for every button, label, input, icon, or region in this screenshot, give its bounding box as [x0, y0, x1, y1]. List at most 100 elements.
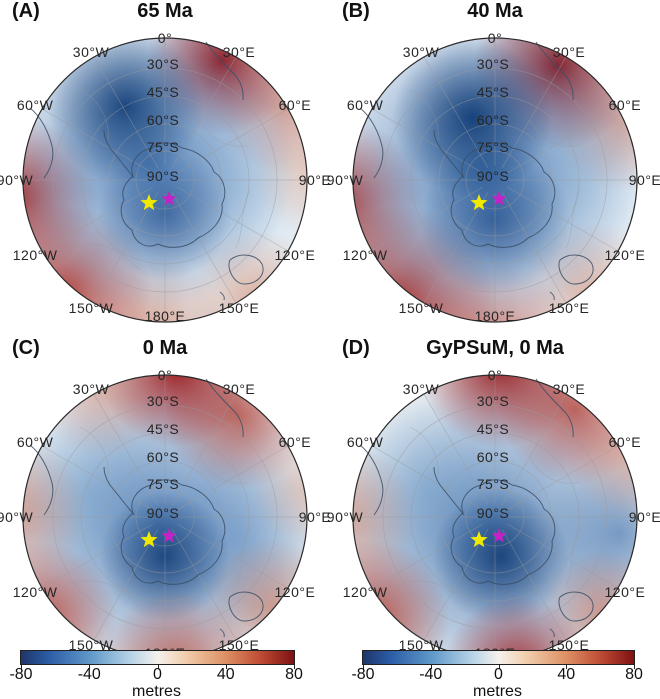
colorbar-tick-label: 0: [153, 666, 162, 683]
lon-label: 150°E: [548, 637, 590, 654]
colorbar-tick-label: -40: [77, 666, 101, 683]
colorbar-section: -80 -40 0 40 80 metres -80 -40 0 40 80 metres: [0, 650, 660, 699]
lon-label: 120°W: [342, 247, 388, 263]
lon-label: 60°E: [608, 434, 642, 450]
lon-label: 120°E: [604, 247, 646, 263]
map-panel-B: (B) 40 Ma 0° 30°E 60°E 90°E 120°E 150°E 180°E 150…: [326, 0, 660, 330]
colorbar-units-label: metres: [473, 683, 522, 699]
panel-title: 65 Ma: [137, 0, 193, 22]
lon-label: 30°W: [402, 43, 440, 60]
lat-label: 30°S: [146, 393, 180, 409]
lon-label: 120°W: [12, 584, 58, 600]
panel-title: 0 Ma: [142, 337, 188, 359]
lon-label: 120°E: [274, 584, 316, 600]
lat-label: 45°S: [146, 84, 180, 100]
colorbar-tick-label: 0: [494, 666, 503, 683]
lon-label: 30°E: [222, 380, 256, 397]
lon-label: 60°E: [278, 97, 312, 113]
colorbar-units-label: metres: [132, 683, 181, 699]
lon-label: 120°E: [274, 247, 316, 263]
lon-label: 30°E: [552, 380, 586, 397]
colorbar-tick: [634, 665, 635, 669]
lon-label: 0°: [487, 30, 503, 46]
colorbar-tick: [430, 665, 432, 669]
lon-label: 60°W: [16, 434, 54, 450]
lat-label: 30°S: [476, 56, 510, 72]
colorbar-tick: [21, 665, 22, 669]
lon-label: 0°: [157, 30, 173, 46]
map-panel-D: (D) GyPSuM, 0 Ma 0° 30°E 60°E 90°E 120°E 150°E 1…: [326, 337, 660, 667]
lat-label: 30°S: [476, 393, 510, 409]
lon-label: 30°W: [402, 380, 440, 397]
colorbar-tick-label: -80: [351, 666, 375, 683]
lon-label: 30°E: [552, 43, 586, 60]
lat-label: 90°S: [476, 168, 510, 184]
lon-label: 180°E: [474, 308, 516, 324]
lat-label: 75°S: [146, 476, 180, 492]
colorbar-tick-label: 40: [216, 666, 235, 683]
lon-label: 60°E: [278, 434, 312, 450]
lon-label: 150°W: [398, 300, 444, 317]
panel-label: (B): [342, 0, 370, 22]
colorbar-tick-label: 80: [285, 666, 303, 683]
lon-label: 90°W: [326, 172, 364, 188]
lon-label: 90°W: [326, 509, 364, 525]
colorbar-tick: [157, 665, 159, 669]
map-panel-C: (C)0 Ma0°30°E60°E90°E120°E150°E180°E150°…: [0, 337, 332, 667]
colorbar-tick: [363, 665, 364, 669]
lat-label: 60°S: [476, 449, 510, 465]
lat-label: 90°S: [476, 505, 510, 521]
lat-label: 75°S: [146, 139, 180, 155]
map-panel-A: (A) 65 Ma 0° 30°E 60°E 90°E 120°E 150°E 180°E 150…: [0, 0, 332, 330]
lon-label: 120°W: [342, 584, 388, 600]
lon-label: 90°W: [0, 172, 34, 188]
lat-label: 30°S: [146, 56, 180, 72]
panel-title: 40 Ma: [467, 0, 523, 22]
lon-label: 60°E: [608, 97, 642, 113]
colorbar: [20, 650, 295, 665]
lon-label: 150°E: [218, 300, 260, 317]
lat-label: 60°S: [146, 449, 180, 465]
colorbar-tick: [498, 665, 500, 669]
lon-label: 90°E: [298, 172, 332, 188]
lat-label: 45°S: [476, 84, 510, 100]
panel-title: GyPSuM, 0 Ma: [426, 337, 564, 359]
lon-label: 150°W: [68, 637, 114, 654]
lat-label: 90°S: [146, 168, 180, 184]
lon-label: 120°W: [12, 247, 58, 263]
lat-label: 75°S: [476, 476, 510, 492]
colorbar-tick: [225, 665, 227, 669]
lon-label: 120°E: [604, 584, 646, 600]
lon-label: 90°E: [628, 172, 660, 188]
lon-label: 0°: [157, 367, 173, 383]
panel-label: (C): [12, 337, 40, 359]
lat-label: 45°S: [476, 421, 510, 437]
colorbar-tick: [566, 665, 568, 669]
lon-label: 30°W: [72, 43, 110, 60]
lon-label: 90°E: [298, 509, 332, 525]
colorbar-tick-label: -40: [419, 666, 443, 683]
lon-label: 30°E: [222, 43, 256, 60]
lat-label: 90°S: [146, 505, 180, 521]
colorbar: [362, 650, 635, 665]
colorbar-tick-label: 40: [557, 666, 576, 683]
lon-label: 150°E: [548, 300, 590, 317]
colorbar-tick-label: 80: [625, 666, 643, 683]
lon-label: 150°E: [218, 637, 260, 654]
lon-label: 30°W: [72, 380, 110, 397]
lon-label: 60°W: [346, 434, 384, 450]
lon-label: 180°E: [144, 308, 186, 324]
lat-label: 45°S: [146, 421, 180, 437]
lon-label: 60°W: [16, 97, 54, 113]
panel-label: (D): [342, 337, 370, 359]
lon-label: 0°: [487, 367, 503, 383]
lon-label: 150°W: [68, 300, 114, 317]
lon-label: 90°W: [0, 509, 34, 525]
colorbar-tick: [294, 665, 295, 669]
colorbar-tick-label: -80: [9, 666, 33, 683]
lat-label: 75°S: [476, 139, 510, 155]
lon-label: 90°E: [628, 509, 660, 525]
lon-label: 60°W: [346, 97, 384, 113]
colorbar-tick: [89, 665, 91, 669]
